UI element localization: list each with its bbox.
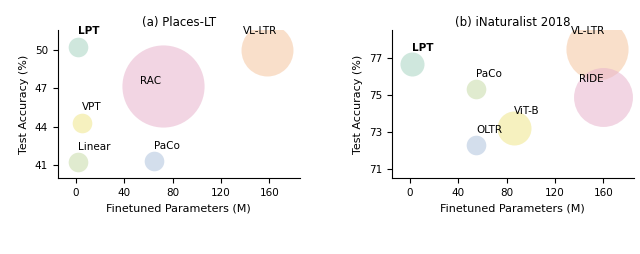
X-axis label: Finetuned Parameters (M): Finetuned Parameters (M) bbox=[106, 203, 251, 213]
Y-axis label: Test Accuracy (%): Test Accuracy (%) bbox=[19, 55, 29, 154]
Text: PaCo: PaCo bbox=[476, 69, 502, 79]
Point bbox=[407, 61, 417, 66]
Text: VL-LTR: VL-LTR bbox=[243, 26, 277, 36]
Y-axis label: Test Accuracy (%): Test Accuracy (%) bbox=[353, 55, 363, 154]
Text: OLTR: OLTR bbox=[476, 124, 502, 135]
Point bbox=[509, 126, 519, 130]
Point bbox=[471, 87, 481, 91]
X-axis label: Finetuned Parameters (M): Finetuned Parameters (M) bbox=[440, 203, 585, 213]
Point bbox=[592, 47, 602, 51]
Text: RIDE: RIDE bbox=[579, 74, 604, 84]
Text: RAC: RAC bbox=[140, 75, 161, 86]
Point bbox=[262, 48, 272, 52]
Text: Linear: Linear bbox=[78, 142, 111, 152]
Point bbox=[77, 121, 87, 125]
Text: ViT-B: ViT-B bbox=[514, 106, 540, 116]
Title: (a) Places-LT: (a) Places-LT bbox=[141, 16, 216, 29]
Text: VL-LTR: VL-LTR bbox=[571, 26, 605, 36]
Point bbox=[157, 84, 168, 88]
Point bbox=[598, 95, 609, 99]
Point bbox=[149, 159, 159, 163]
Text: LPT: LPT bbox=[412, 43, 434, 53]
Text: LPT: LPT bbox=[78, 26, 100, 36]
Title: (b) iNaturalist 2018: (b) iNaturalist 2018 bbox=[455, 16, 570, 29]
Point bbox=[73, 160, 83, 164]
Text: PaCo: PaCo bbox=[154, 141, 180, 151]
Point bbox=[73, 45, 83, 49]
Point bbox=[471, 143, 481, 147]
Text: VPT: VPT bbox=[82, 102, 101, 113]
